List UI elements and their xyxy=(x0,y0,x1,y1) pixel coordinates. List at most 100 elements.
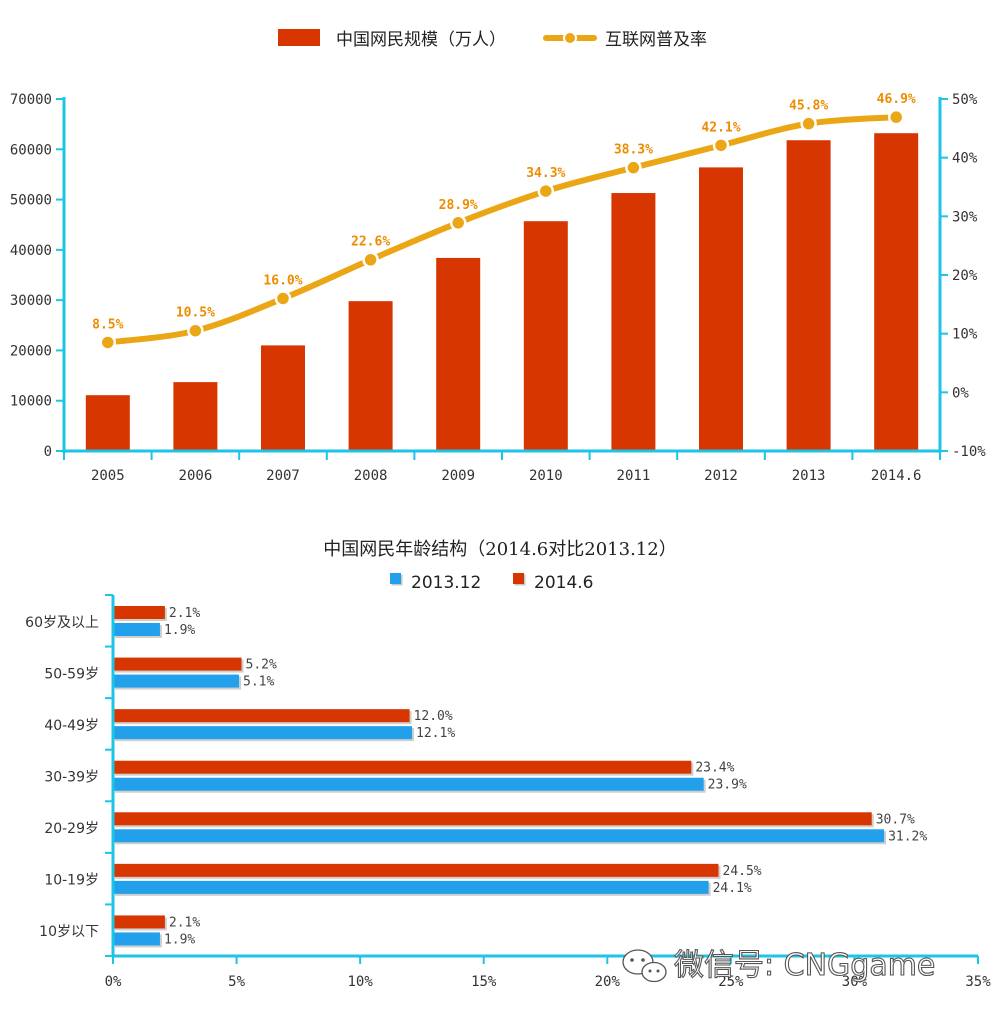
legend-label-2013.12: 2013.12 xyxy=(411,573,481,593)
data-label-2014-6: 2.1% xyxy=(169,915,200,930)
bar-users-2012 xyxy=(699,167,743,452)
x-tick-label: 15% xyxy=(471,974,497,990)
legend-swatch-2013.12 xyxy=(390,573,401,584)
bar-users-2008 xyxy=(348,301,393,451)
data-label-rate: 38.3% xyxy=(614,143,653,158)
y-left-tick-label: 30000 xyxy=(10,293,52,309)
y-right-tick-label: 30% xyxy=(952,209,978,225)
data-label-2014-6: 24.5% xyxy=(723,864,762,879)
bar-shadow xyxy=(115,659,244,673)
bar-2014-6-50-59岁 xyxy=(113,657,242,671)
point-rate-2005 xyxy=(99,334,117,351)
y-right-tick-label: 10% xyxy=(952,327,978,343)
data-label-rate: 8.5% xyxy=(92,317,123,332)
y-left-tick-label: 40000 xyxy=(10,243,52,259)
x-tick-label: 2012 xyxy=(704,468,738,484)
bar-2013-12-40-49岁 xyxy=(113,726,413,740)
bar-users-2011 xyxy=(611,193,656,451)
bar-2013-12-30-39岁 xyxy=(113,777,704,791)
legend-swatch-users xyxy=(278,29,320,46)
bar-users-2009 xyxy=(436,257,481,451)
x-tick-label: 10% xyxy=(347,974,373,990)
point-rate-2012 xyxy=(712,137,730,154)
x-tick-label: 2005 xyxy=(91,468,125,484)
data-label-2013-12: 1.9% xyxy=(164,623,195,638)
category-label: 30-39岁 xyxy=(44,770,99,786)
bar-shadow xyxy=(115,762,694,776)
bar-shadow xyxy=(115,728,415,742)
bar-2014-6-20-29岁 xyxy=(113,812,872,826)
legend-marker-rate xyxy=(563,31,577,45)
data-label-rate: 22.6% xyxy=(351,235,390,250)
data-label-2013-12: 1.9% xyxy=(164,932,195,947)
bar-shadow xyxy=(115,934,162,948)
x-tick-label: 0% xyxy=(105,974,122,990)
data-label-2013-12: 5.1% xyxy=(243,675,274,690)
bar-users-2006 xyxy=(173,382,218,451)
bar-shadow xyxy=(115,917,167,931)
legend-swatch-shadow xyxy=(514,574,526,586)
wechat-icon xyxy=(622,949,667,983)
point-rate-2014.6 xyxy=(887,108,905,126)
x-tick-label: 5% xyxy=(228,974,245,990)
legend-swatch-2014.6 xyxy=(513,573,524,584)
bar-2013-12-20-29岁 xyxy=(113,829,885,843)
data-label-rate: 10.5% xyxy=(176,306,215,321)
legend-swatch-shadow xyxy=(391,574,403,586)
bar-shadow xyxy=(115,882,711,896)
category-label: 50-59岁 xyxy=(44,666,99,682)
bar-users-2005 xyxy=(85,395,130,451)
legend-label-2014.6: 2014.6 xyxy=(534,573,593,593)
y-left-tick-label: 20000 xyxy=(10,343,52,359)
bar-2013-12-50-59岁 xyxy=(113,674,240,688)
y-right-tick-label: 40% xyxy=(952,151,978,167)
bar-shadow xyxy=(115,608,167,621)
line-rate xyxy=(104,114,900,346)
x-tick-label: 2013 xyxy=(792,468,826,484)
point-rate-2007 xyxy=(274,290,292,307)
data-label-rate: 46.9% xyxy=(877,92,916,107)
point-rate-2008 xyxy=(362,251,379,268)
data-label-rate: 28.9% xyxy=(439,198,478,213)
population-chart: 中国网民规模（万人） 互联网普及率 0 10000 20000 30000 40000 500… xyxy=(10,29,986,484)
category-label: 10-19岁 xyxy=(44,873,99,889)
data-label-2014-6: 5.2% xyxy=(246,658,277,673)
y-left-tick-label: 70000 xyxy=(10,92,52,108)
x-tick-label: 2008 xyxy=(354,468,388,484)
data-label-2014-6: 23.4% xyxy=(695,761,734,776)
point-rate-2010 xyxy=(537,182,555,200)
x-tick-label: 2010 xyxy=(529,468,563,484)
data-label-2014-6: 2.1% xyxy=(169,606,200,621)
legend-label-rate: 互联网普及率 xyxy=(605,30,707,50)
y-right-tick-label: 50% xyxy=(952,92,978,108)
y-left-tick-label: 0 xyxy=(44,444,52,460)
data-label-2013-12: 31.2% xyxy=(888,829,927,844)
data-label-rate: 42.1% xyxy=(701,120,740,135)
bar-2014-6-60岁及以上 xyxy=(113,606,165,619)
category-label: 10岁以下 xyxy=(39,924,99,940)
y-left-tick-label: 60000 xyxy=(10,142,52,158)
y-right-tick-label: 0% xyxy=(952,385,969,401)
data-label-2013-12: 12.1% xyxy=(416,726,455,741)
bar-shadow xyxy=(115,865,721,879)
bar-2013-12-60岁及以上 xyxy=(113,623,160,636)
bar-2014-6-40-49岁 xyxy=(113,709,410,723)
bar-shadow xyxy=(115,676,242,690)
x-tick-label: 2011 xyxy=(617,468,651,484)
legend-label-users: 中国网民规模（万人） xyxy=(336,30,506,50)
data-label-rate: 34.3% xyxy=(526,166,565,181)
watermark: 微信号: CNGgame xyxy=(612,942,992,992)
point-rate-2006 xyxy=(187,322,204,339)
watermark-text: 微信号: CNGgame xyxy=(674,948,935,983)
data-label-rate: 16.0% xyxy=(263,273,302,288)
y-right-tick-label: -10% xyxy=(952,444,986,460)
point-rate-2011 xyxy=(625,159,642,176)
y-left-tick-label: 50000 xyxy=(10,193,52,209)
bar-users-2013 xyxy=(786,140,831,451)
bar-2013-12-10岁以下 xyxy=(113,932,160,946)
bar-shadow xyxy=(115,711,412,725)
data-label-2014-6: 30.7% xyxy=(876,812,915,827)
x-tick-label: 2007 xyxy=(266,468,300,484)
y-right-tick-label: 20% xyxy=(952,268,978,284)
bar-shadow xyxy=(115,814,874,828)
